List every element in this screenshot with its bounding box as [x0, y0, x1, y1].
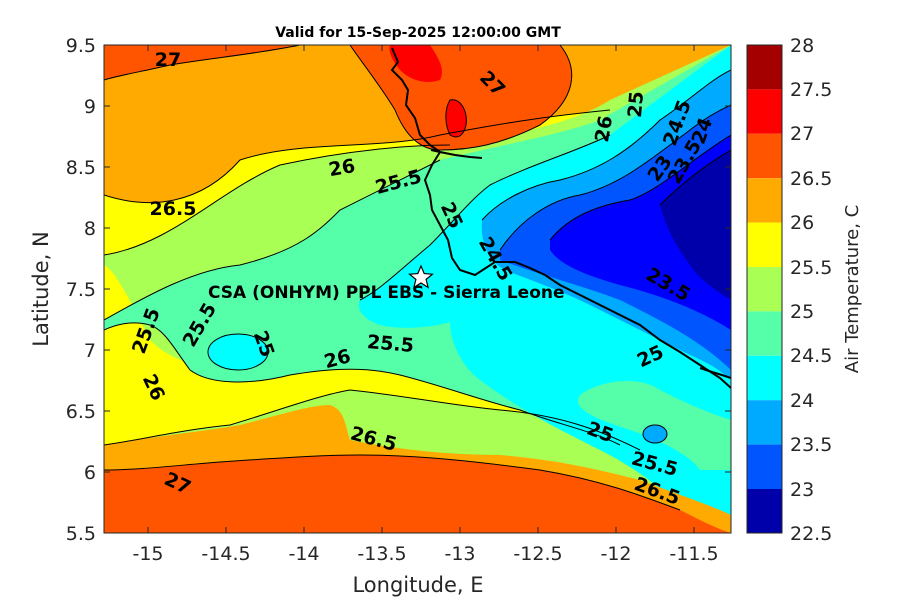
colorbar-swatch [747, 133, 782, 179]
contour-25-central [359, 134, 611, 301]
colorbar-swatch [747, 489, 782, 533]
colorbar-swatch [747, 222, 782, 267]
colorbar-tick: 24.5 [790, 345, 832, 367]
contour-24.5-pocket [642, 424, 668, 444]
colorbar-swatch [747, 311, 782, 356]
contour-25-pocket [207, 333, 269, 371]
band-24-pocket [643, 425, 667, 443]
x-tick-label: -14.5 [201, 543, 250, 565]
colorbar-swatch [747, 45, 782, 90]
y-tick-label: 5.5 [66, 523, 96, 545]
colorbar-swatch [747, 178, 782, 223]
contour-23.5-east [549, 134, 731, 241]
contour-25.5-south [104, 322, 621, 446]
contour-label: 25.5 [366, 331, 415, 357]
contour-26.5-north [104, 109, 611, 204]
colorbar-tick: 26.5 [790, 168, 832, 190]
band-27-south [104, 455, 731, 533]
contour-27-south [104, 454, 681, 511]
colorbar-swatch [747, 89, 782, 134]
temperature-field [104, 45, 731, 533]
y-tick-label: 9.5 [66, 35, 96, 57]
colorbar-tick: 27 [790, 123, 814, 145]
contour-24-east [499, 104, 731, 251]
contour-26-north [104, 144, 451, 256]
y-tick-label: 7.5 [66, 279, 96, 301]
x-tick-label: -12.5 [513, 543, 562, 565]
contour-label: 26 [591, 114, 617, 144]
x-tick-label: -12 [600, 543, 631, 565]
band-22.5-23 [660, 150, 731, 300]
y-axis-label: Latitude, N [29, 231, 53, 347]
x-tick-label: -13.5 [357, 543, 406, 565]
contour-label: 25 [624, 90, 648, 118]
x-tick-label: -14 [288, 543, 319, 565]
colorbar: 28 27.5 27 26.5 26 25.5 25 24.5 24 23.5 … [746, 35, 863, 545]
y-tick-label: 7 [84, 340, 96, 362]
y-tick-label: 6 [84, 462, 96, 484]
band-27-27.5-north [104, 45, 300, 80]
x-tick-label: -15 [132, 543, 163, 565]
x-axis: -15 -14.5 -14 -13.5 -13 -12.5 -12 -11.5 … [132, 45, 719, 597]
y-axis: 9.5 9 8.5 8 7.5 7 6.5 6 5.5 Latitude, N [29, 35, 731, 545]
colorbar-label: Air Temperature, C [842, 205, 863, 373]
colorbar-tick: 22.5 [790, 523, 832, 545]
contour-label: 26.5 [150, 198, 197, 220]
contour-26-south [104, 389, 641, 451]
colorbar-swatch [747, 400, 782, 445]
contour-label: 26 [327, 155, 357, 181]
colorbar-tick: 23 [790, 479, 814, 501]
colorbar-swatch [747, 444, 782, 489]
x-axis-label: Longitude, E [352, 573, 483, 597]
colorbar-tick: 24 [790, 390, 814, 412]
y-tick-label: 6.5 [66, 401, 96, 423]
site-star-icon [408, 264, 434, 289]
contour-25.5-central [104, 159, 441, 321]
band-27.5-north-coast [389, 45, 442, 82]
x-tick-label: -11.5 [669, 543, 718, 565]
contour-27-inland [445, 99, 467, 138]
colorbar-tick: 27.5 [790, 79, 832, 101]
colorbar-swatch [747, 355, 782, 401]
y-tick-label: 8.5 [66, 157, 96, 179]
colorbar-tick: 26 [790, 212, 814, 234]
colorbar-tick: 28 [790, 35, 814, 57]
colorbar-swatch [747, 267, 782, 312]
contour-26.5-coast [349, 45, 573, 151]
contour-label: 27 [155, 49, 181, 71]
colorbar-tick: 25.5 [790, 257, 832, 279]
y-tick-label: 9 [84, 96, 96, 118]
chart-title: Valid for 15-Sep-2025 12:00:00 GMT [275, 25, 561, 41]
band-24.5-pocket [208, 334, 268, 370]
colorbar-tick: 23.5 [790, 434, 832, 456]
contour-24.5-east [481, 69, 731, 221]
band-27.5-inland [445, 99, 467, 137]
contour-23-east [659, 149, 731, 206]
contour-27-nw [104, 45, 301, 81]
x-tick-label: -13 [444, 543, 475, 565]
colorbar-tick: 25 [790, 301, 814, 323]
coastline [390, 47, 731, 389]
site-label: CSA (ONHYM) PPL EBS - Sierra Leone [208, 283, 565, 303]
contour-lines [104, 45, 731, 511]
y-tick-label: 8 [84, 218, 96, 240]
